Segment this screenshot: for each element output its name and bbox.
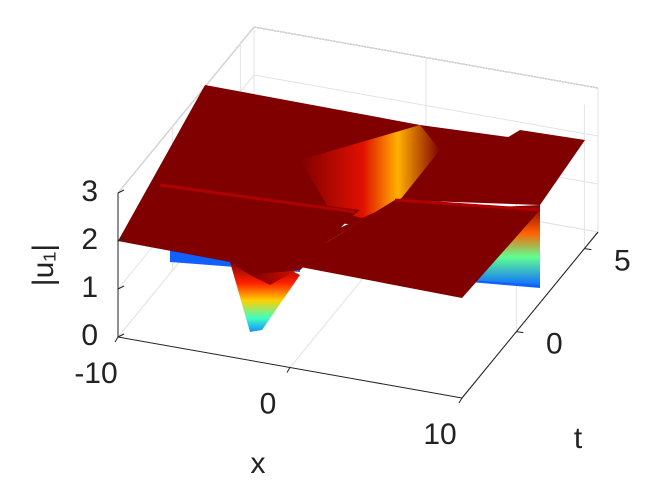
t-tick-label: 0	[546, 328, 563, 361]
surface-trough	[230, 262, 300, 332]
grid-line	[253, 74, 599, 137]
surface-crest	[159, 183, 356, 214]
axes-front: -10 0 10 0 5 0 1 2 3	[74, 175, 630, 451]
z-tick-label: 3	[81, 175, 98, 208]
x-axis-label: x	[251, 447, 266, 480]
x-tick-label: 10	[423, 418, 456, 451]
x-tick-label: 0	[260, 387, 277, 420]
surface-crest	[394, 198, 541, 212]
x-tick	[114, 336, 119, 343]
t-axis	[461, 231, 599, 399]
x-tick	[286, 367, 291, 373]
z-tick	[117, 333, 125, 338]
surface-trough	[300, 125, 440, 220]
surface	[118, 85, 585, 332]
t-tick	[516, 331, 524, 334]
x-tick-label: -10	[74, 357, 117, 390]
t-axis-label: t	[574, 422, 583, 455]
grid-line	[253, 26, 599, 89]
z-tick-label: 2	[81, 223, 98, 256]
t-tick	[584, 248, 592, 251]
surface-plateau	[290, 200, 540, 298]
z-tick	[117, 189, 125, 194]
surface-plateau	[290, 130, 585, 265]
z-tick-label: 1	[81, 271, 98, 304]
t-tick-label: 5	[614, 245, 631, 278]
z-tick-label: 0	[81, 319, 98, 352]
z-tick	[117, 237, 125, 242]
z-axis-label: |u₁|	[27, 244, 60, 286]
x-tick	[458, 397, 463, 404]
grid-line	[117, 26, 255, 194]
z-tick	[117, 285, 125, 290]
